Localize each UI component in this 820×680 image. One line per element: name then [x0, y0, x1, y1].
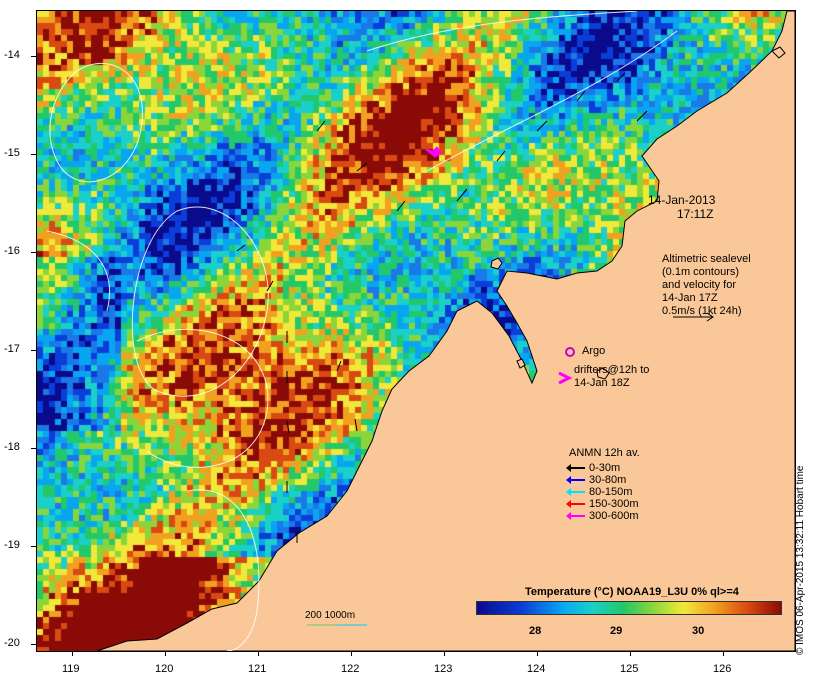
drifter-track	[424, 146, 442, 158]
altimetry-note-line: 14-Jan 17Z	[662, 292, 718, 304]
temperature-colorbar	[476, 601, 782, 615]
anmn-legend-row: 150-300m	[566, 498, 640, 510]
x-tick-label: 121	[248, 663, 267, 675]
y-tick-label: -17	[4, 343, 20, 355]
y-tick-label: -18	[4, 441, 20, 453]
land-overlay	[46, 11, 795, 651]
arrow-icon	[566, 476, 585, 485]
altimetry-note-line: and velocity for	[662, 279, 736, 291]
x-tick-label: 122	[341, 663, 360, 675]
island	[490, 257, 503, 270]
land-area	[96, 11, 795, 651]
sealevel-contours	[46, 11, 678, 651]
colorbar-tick: 28	[529, 625, 542, 637]
depth-contour-label: 200 1000m	[305, 610, 356, 621]
y-tick-label: -15	[4, 147, 20, 159]
colorbar-tick: 30	[692, 625, 705, 637]
y-tick-label: -16	[4, 245, 20, 257]
argo-symbol	[565, 347, 575, 357]
colorbar-tick: 29	[610, 625, 623, 637]
island	[596, 367, 610, 380]
anmn-legend-label: 30-80m	[589, 474, 627, 486]
credit-text: © IMOS 06-Apr-2015 13:32:11 Hobart time	[795, 465, 806, 656]
colorbar-title: Temperature (°C) NOAA19_L3U 0% ql>=4	[525, 586, 739, 598]
argo-label: Argo	[582, 345, 606, 357]
sst-map: 14-Jan-2013 17:11Z Altimetric sealevel (…	[36, 10, 796, 652]
drifters-label-line: drifters@12h to	[574, 364, 650, 376]
anmn-legend-title: ANMN 12h av.	[569, 447, 640, 459]
anmn-legend-label: 150-300m	[589, 498, 639, 510]
y-tick-label: -14	[4, 49, 20, 61]
island	[771, 46, 786, 59]
island	[516, 358, 526, 369]
drifters-label-line: 14-Jan 18Z	[574, 377, 630, 389]
x-tick-label: 126	[713, 663, 732, 675]
altimetry-note-line: 0.5m/s (1kt 24h)	[662, 305, 742, 317]
altimetry-note: Altimetric sealevel (0.1m contours) and …	[662, 253, 751, 318]
x-tick-label: 120	[155, 663, 174, 675]
x-tick-label: 125	[620, 663, 639, 675]
anmn-legend-label: 0-30m	[589, 462, 621, 474]
anmn-legend-row: 300-600m	[566, 510, 640, 522]
anmn-legend-label: 80-150m	[589, 486, 633, 498]
anmn-legend-label: 300-600m	[589, 510, 639, 522]
arrow-icon	[566, 500, 585, 509]
x-tick-label: 119	[62, 663, 80, 675]
timestamp-date: 14-Jan-2013	[648, 193, 716, 207]
arrow-icon	[566, 464, 585, 473]
x-tick-label: 123	[434, 663, 453, 675]
y-tick-label: -20	[4, 637, 20, 649]
arrow-icon	[566, 488, 585, 497]
arrow-icon	[566, 512, 585, 521]
x-tick-label: 124	[527, 663, 546, 675]
velocity-vectors	[236, 72, 648, 543]
anmn-legend-row: 30-80m	[566, 474, 640, 486]
drifter-legend-symbol	[558, 371, 573, 385]
altimetry-scale-arrow	[673, 312, 714, 322]
y-tick-label: -19	[4, 539, 20, 551]
altimetry-note-line: (0.1m contours)	[662, 266, 740, 278]
anmn-legend: ANMN 12h av. 0-30m 30-80m 80-150m 150-30…	[566, 447, 640, 522]
anmn-legend-row: 80-150m	[566, 486, 640, 498]
anmn-legend-row: 0-30m	[566, 462, 640, 474]
timestamp-time: 17:11Z	[677, 207, 714, 221]
altimetry-note-line: Altimetric sealevel	[662, 253, 751, 265]
